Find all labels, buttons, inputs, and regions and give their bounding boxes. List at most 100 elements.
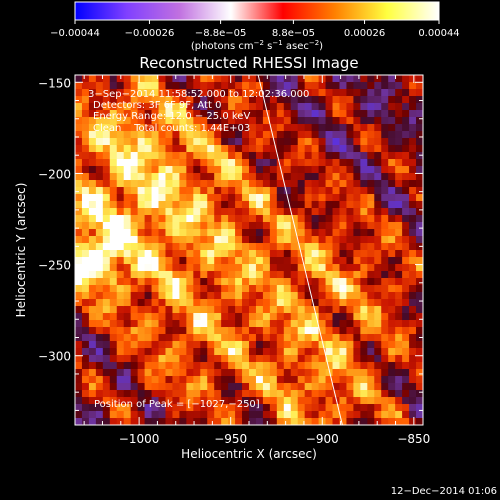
heatmap-cell: [193, 369, 201, 377]
heatmap-cell: [276, 397, 285, 405]
heatmap-cell: [75, 173, 83, 181]
heatmap-cell: [409, 110, 417, 118]
heatmap-cell: [262, 362, 271, 370]
heatmap-cell: [221, 355, 229, 363]
heatmap-cell: [144, 131, 152, 139]
heatmap-cell: [137, 313, 145, 321]
heatmap-cell: [151, 229, 159, 237]
heatmap-cell: [137, 390, 145, 398]
heatmap-cell: [325, 369, 333, 377]
heatmap-cell: [249, 89, 257, 97]
heatmap-cell: [332, 250, 340, 258]
heatmap-cell: [381, 152, 389, 160]
heatmap-cell: [381, 82, 389, 90]
heatmap-cell: [200, 397, 208, 405]
heatmap-cell: [88, 299, 97, 307]
heatmap-cell: [200, 222, 208, 230]
heatmap-cell: [116, 82, 125, 90]
heatmap-cell: [130, 285, 139, 293]
heatmap-cell: [228, 236, 236, 244]
heatmap-cell: [269, 313, 278, 321]
heatmap-cell: [381, 222, 389, 230]
heatmap-cell: [214, 117, 222, 125]
heatmap-cell: [165, 257, 173, 265]
heatmap-cell: [318, 257, 326, 265]
heatmap-cell: [144, 138, 152, 146]
heatmap-cell: [290, 299, 299, 307]
heatmap-cell: [207, 362, 215, 370]
heatmap-cell: [235, 103, 243, 111]
heatmap-cell: [102, 145, 111, 153]
heatmap-cell: [339, 75, 347, 83]
heatmap-cell: [249, 96, 257, 104]
heatmap-cell: [228, 222, 236, 230]
heatmap-cell: [360, 173, 368, 181]
heatmap-cell: [123, 285, 132, 293]
heatmap-cell: [276, 215, 285, 223]
heatmap-cell: [95, 180, 104, 188]
heatmap-cell: [228, 124, 236, 132]
heatmap-cell: [304, 243, 313, 251]
heatmap-cell: [102, 75, 111, 83]
heatmap-cell: [144, 313, 152, 321]
heatmap-cell: [381, 376, 389, 384]
heatmap-cell: [311, 334, 319, 342]
heatmap-cell: [339, 89, 347, 97]
heatmap-cell: [116, 187, 125, 195]
heatmap-cell: [367, 236, 375, 244]
heatmap-cell: [165, 236, 173, 244]
heatmap-cell: [262, 411, 271, 419]
heatmap-cell: [290, 264, 299, 272]
heatmap-cell: [367, 138, 375, 146]
heatmap-cell: [186, 187, 194, 195]
heatmap-cell: [381, 103, 389, 111]
heatmap-cell: [102, 187, 111, 195]
heatmap-cell: [318, 250, 326, 258]
heatmap-cell: [304, 180, 313, 188]
heatmap-cell: [200, 418, 208, 425]
heatmap-cell: [158, 236, 166, 244]
heatmap-cell: [137, 362, 145, 370]
heatmap-cell: [367, 348, 375, 356]
heatmap-cell: [123, 341, 132, 349]
heatmap-cell: [242, 278, 250, 286]
heatmap-cell: [116, 229, 125, 237]
heatmap-cell: [311, 236, 319, 244]
heatmap-cell: [402, 152, 410, 160]
heatmap-cell: [228, 187, 236, 195]
heatmap-cell: [262, 334, 271, 342]
heatmap-cell: [88, 355, 97, 363]
heatmap-cell: [360, 229, 368, 237]
heatmap-cell: [318, 271, 326, 279]
heatmap-cell: [95, 362, 104, 370]
heatmap-cell: [353, 376, 361, 384]
heatmap-cell: [228, 285, 236, 293]
heatmap-cell: [81, 166, 90, 174]
heatmap-cell: [269, 390, 278, 398]
heatmap-cell: [367, 159, 375, 167]
heatmap-cell: [221, 327, 229, 335]
heatmap-cell: [249, 229, 257, 237]
heatmap-cell: [325, 187, 333, 195]
heatmap-cell: [116, 411, 125, 419]
heatmap-cell: [416, 404, 423, 412]
heatmap-cell: [255, 222, 264, 230]
heatmap-cell: [353, 96, 361, 104]
heatmap-cell: [395, 124, 403, 132]
heatmap-cell: [102, 264, 111, 272]
heatmap-cell: [235, 299, 243, 307]
heatmap-cell: [381, 327, 389, 335]
heatmap-cell: [255, 201, 264, 209]
heatmap-cell: [95, 75, 104, 83]
heatmap-cell: [249, 271, 257, 279]
heatmap-cell: [158, 145, 166, 153]
heatmap-cell: [325, 222, 333, 230]
heatmap-cell: [346, 236, 354, 244]
heatmap-cell: [255, 110, 264, 118]
heatmap-cell: [249, 222, 257, 230]
heatmap-cell: [221, 194, 229, 202]
heatmap-cell: [346, 341, 354, 349]
heatmap-cell: [214, 166, 222, 174]
heatmap-cell: [416, 82, 423, 90]
heatmap-cell: [221, 313, 229, 321]
